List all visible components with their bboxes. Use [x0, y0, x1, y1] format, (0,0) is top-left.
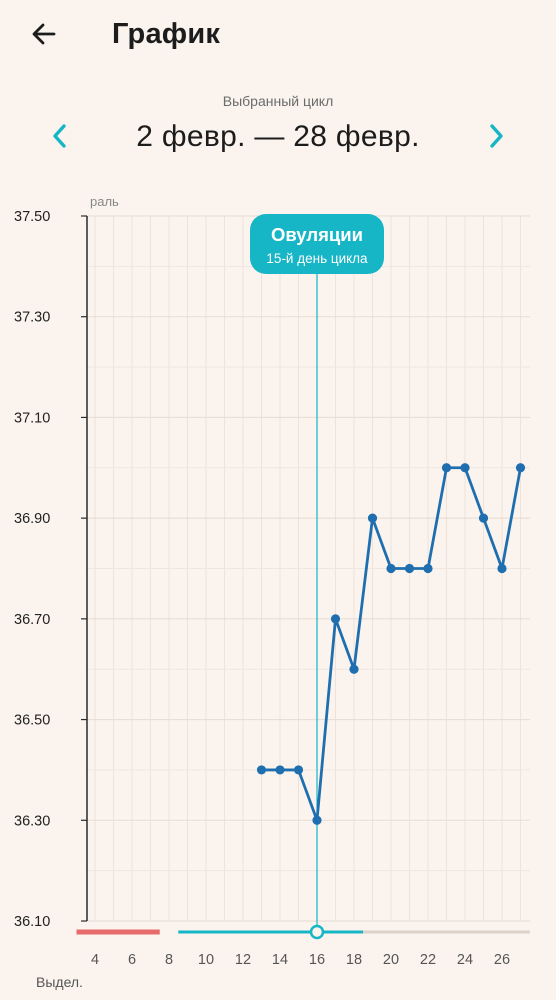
- ovulation-marker[interactable]: [309, 924, 325, 940]
- y-tick-label: 36.90: [14, 511, 50, 527]
- x-tick-label: 4: [91, 952, 99, 968]
- chevron-left-icon: [49, 123, 71, 154]
- temperature-point[interactable]: [256, 765, 267, 775]
- temperature-point[interactable]: [349, 664, 359, 674]
- page-title: График: [112, 18, 221, 50]
- x-tick-label: 12: [235, 952, 251, 968]
- x-tick-label: 24: [457, 952, 473, 968]
- x-tick-label: 22: [420, 952, 436, 968]
- y-tick-label: 36.10: [14, 914, 50, 930]
- x-tick-label: 26: [494, 952, 510, 968]
- temperature-point[interactable]: [515, 463, 526, 473]
- x-tick-label: 10: [198, 952, 214, 968]
- previous-cycle-button[interactable]: [40, 118, 80, 158]
- temperature-point[interactable]: [275, 765, 285, 775]
- y-tick-label: 37.10: [14, 410, 50, 426]
- cycle-caption: Выбранный цикл: [222, 93, 334, 109]
- ovulation-badge-subtitle: 15-й день цикла: [266, 251, 368, 266]
- temperature-point[interactable]: [497, 563, 507, 574]
- x-tick-label: 14: [272, 952, 288, 968]
- x-tick-label: 16: [309, 952, 325, 968]
- temperature-point[interactable]: [478, 513, 489, 523]
- temperature-point[interactable]: [460, 463, 470, 473]
- temperature-chart[interactable]: 37.50 37.30 37.10 36.90 36.70 36.50 36.30 36.10…: [0, 180, 556, 1000]
- x-tick-label: 6: [128, 952, 136, 968]
- temperature-point[interactable]: [386, 563, 396, 574]
- y-tick-label: 36.50: [14, 713, 50, 729]
- x-tick-label: 8: [165, 952, 173, 968]
- y-tick-label: 36.30: [14, 813, 50, 829]
- temperature-point[interactable]: [293, 765, 304, 775]
- temperature-point[interactable]: [367, 513, 378, 523]
- y-tick-label: 37.50: [14, 209, 50, 225]
- cycle-range: 2 февр. — 28 февр.: [136, 120, 420, 153]
- temperature-point[interactable]: [404, 563, 415, 574]
- y-axis-unit-label: раль: [90, 194, 119, 209]
- ovulation-badge[interactable]: [250, 214, 384, 274]
- temperature-point[interactable]: [312, 815, 322, 825]
- x-tick-label: 20: [383, 952, 399, 968]
- back-button[interactable]: [22, 14, 66, 58]
- chevron-right-icon: [485, 123, 507, 154]
- y-tick-label: 36.70: [14, 612, 50, 628]
- temperature-point[interactable]: [423, 563, 433, 574]
- temperature-point[interactable]: [330, 614, 341, 624]
- next-cycle-button[interactable]: [476, 118, 516, 158]
- arrow-left-icon: [30, 20, 58, 53]
- ovulation-badge-title: Овуляции: [271, 224, 363, 245]
- period-legend-label: Выдел.: [36, 974, 83, 990]
- temperature-point[interactable]: [441, 463, 452, 473]
- x-tick-label: 18: [346, 952, 362, 968]
- y-tick-label: 37.30: [14, 310, 50, 326]
- app-header: График: [0, 0, 556, 76]
